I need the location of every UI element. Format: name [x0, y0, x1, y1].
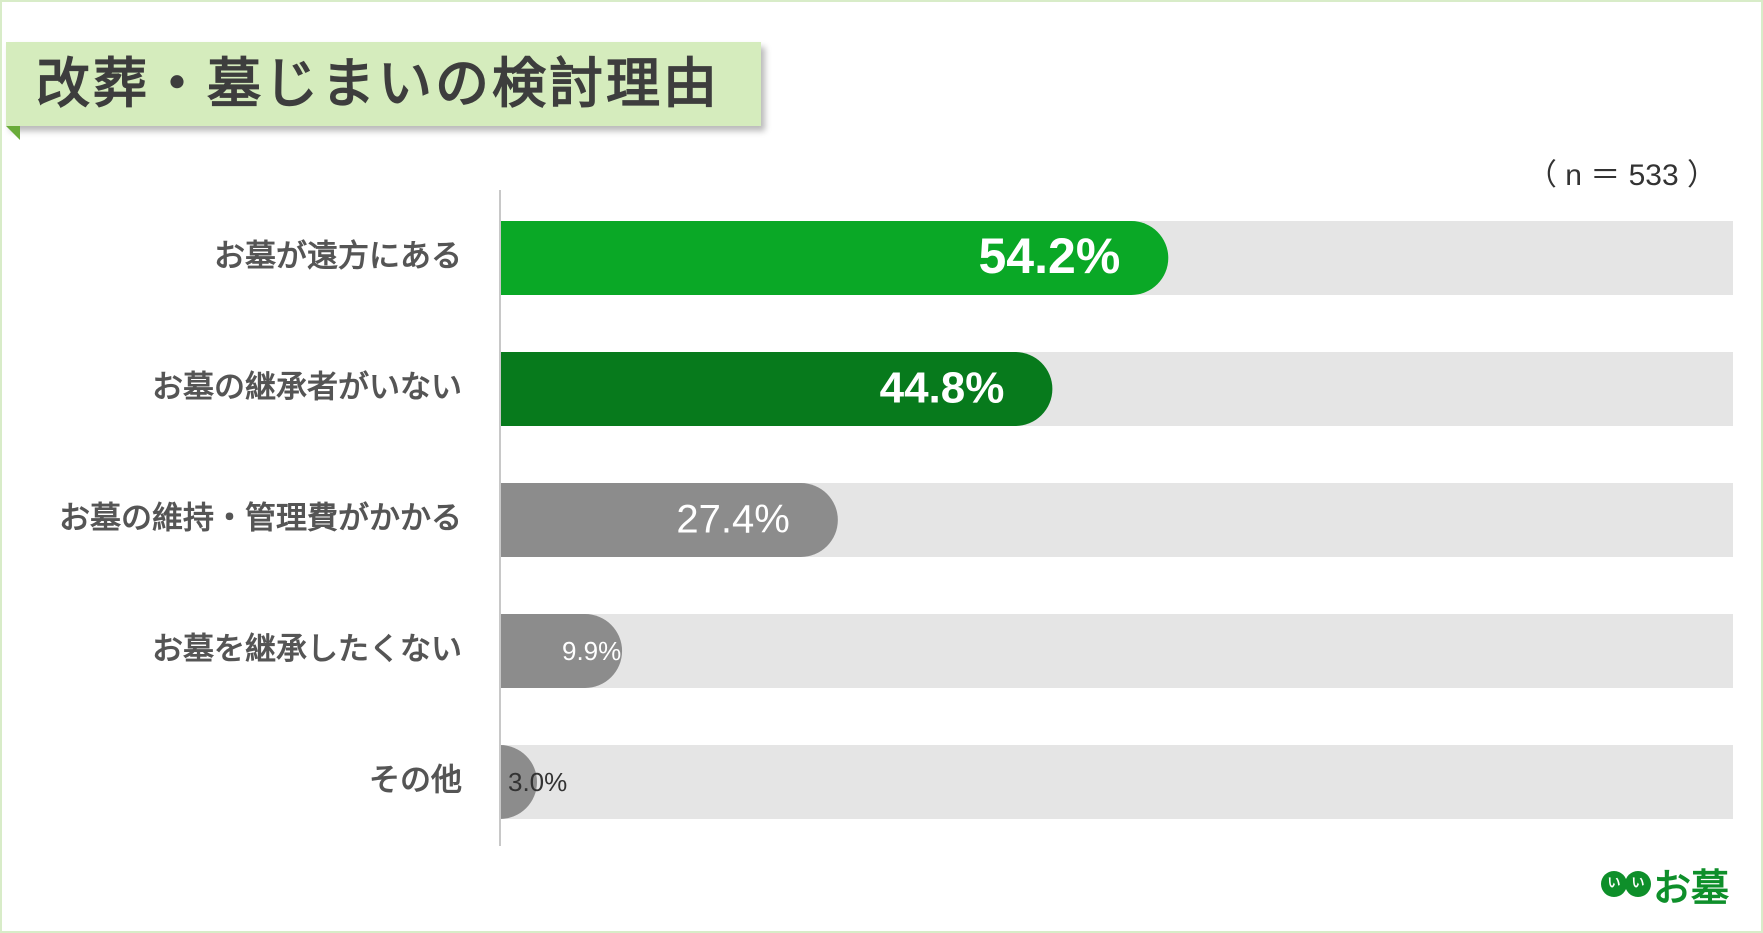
brand-logo: い い お墓 [1600, 862, 1729, 910]
bar [500, 221, 1169, 295]
category-label: お墓が遠方にある [214, 239, 462, 275]
logo-circle-mark: い [1624, 871, 1651, 897]
bar-track [500, 745, 1733, 819]
bar [500, 614, 623, 688]
bar [500, 745, 537, 819]
title-fold-corner [6, 126, 20, 140]
value-label: 3.0% [508, 767, 567, 797]
bar [500, 352, 1053, 426]
logo-circle-mark: い [1600, 871, 1627, 897]
value-label: 9.9% [562, 636, 621, 666]
title-banner: 改葬・墓じまいの検討理由 [6, 42, 761, 126]
bar-track [500, 614, 1733, 688]
logo-text: お墓 [1652, 865, 1729, 910]
value-label: 44.8% [880, 364, 1005, 413]
category-label: お墓の維持・管理費がかかる [59, 501, 462, 537]
value-label: 54.2% [979, 228, 1121, 284]
bar [500, 483, 838, 557]
value-label: 27.4% [676, 498, 789, 542]
category-label: その他 [369, 763, 462, 799]
category-label: お墓の継承者がいない [152, 370, 462, 406]
category-label: お墓を継承したくない [152, 632, 462, 668]
sample-size-label: （ n ＝ 533 ） [1526, 159, 1717, 192]
page-title: 改葬・墓じまいの検討理由 [36, 52, 720, 115]
